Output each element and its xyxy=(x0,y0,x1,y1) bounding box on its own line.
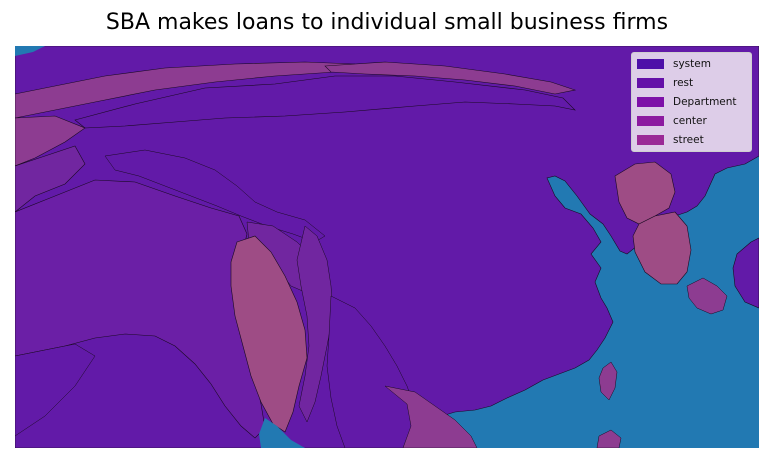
legend-label: system xyxy=(673,58,711,70)
region-mongolia xyxy=(74,75,576,129)
legend: system rest Department center street xyxy=(631,52,752,152)
region-top-left xyxy=(15,46,45,56)
legend-swatch xyxy=(637,78,664,88)
region-india xyxy=(15,179,266,439)
region-north-strip xyxy=(324,61,577,95)
legend-label: rest xyxy=(673,77,694,89)
legend-swatch xyxy=(637,135,664,145)
region-japan-south xyxy=(686,277,728,315)
region-south-korea xyxy=(632,211,692,285)
legend-item: center xyxy=(637,114,707,128)
legend-swatch xyxy=(637,97,664,107)
region-taiwan xyxy=(598,361,618,401)
region-central-asia xyxy=(15,115,86,167)
legend-swatch xyxy=(637,59,664,69)
region-philippines xyxy=(596,429,622,448)
region-myanmar xyxy=(230,235,308,433)
region-afghanistan xyxy=(15,145,86,213)
legend-item: rest xyxy=(637,76,693,90)
legend-label: center xyxy=(673,115,707,127)
region-north-korea xyxy=(614,161,676,225)
legend-item: system xyxy=(637,57,711,71)
legend-swatch xyxy=(637,116,664,126)
legend-item: street xyxy=(637,133,704,147)
map-title: SBA makes loans to individual small busi… xyxy=(105,10,669,35)
region-vietnam xyxy=(384,385,478,448)
legend-item: Department xyxy=(637,95,737,109)
region-japan-north xyxy=(732,237,759,309)
region-thailand xyxy=(296,225,334,423)
region-bay xyxy=(259,418,305,448)
legend-label: street xyxy=(673,134,704,146)
region-pakistan xyxy=(15,343,96,437)
legend-label: Department xyxy=(673,96,737,108)
